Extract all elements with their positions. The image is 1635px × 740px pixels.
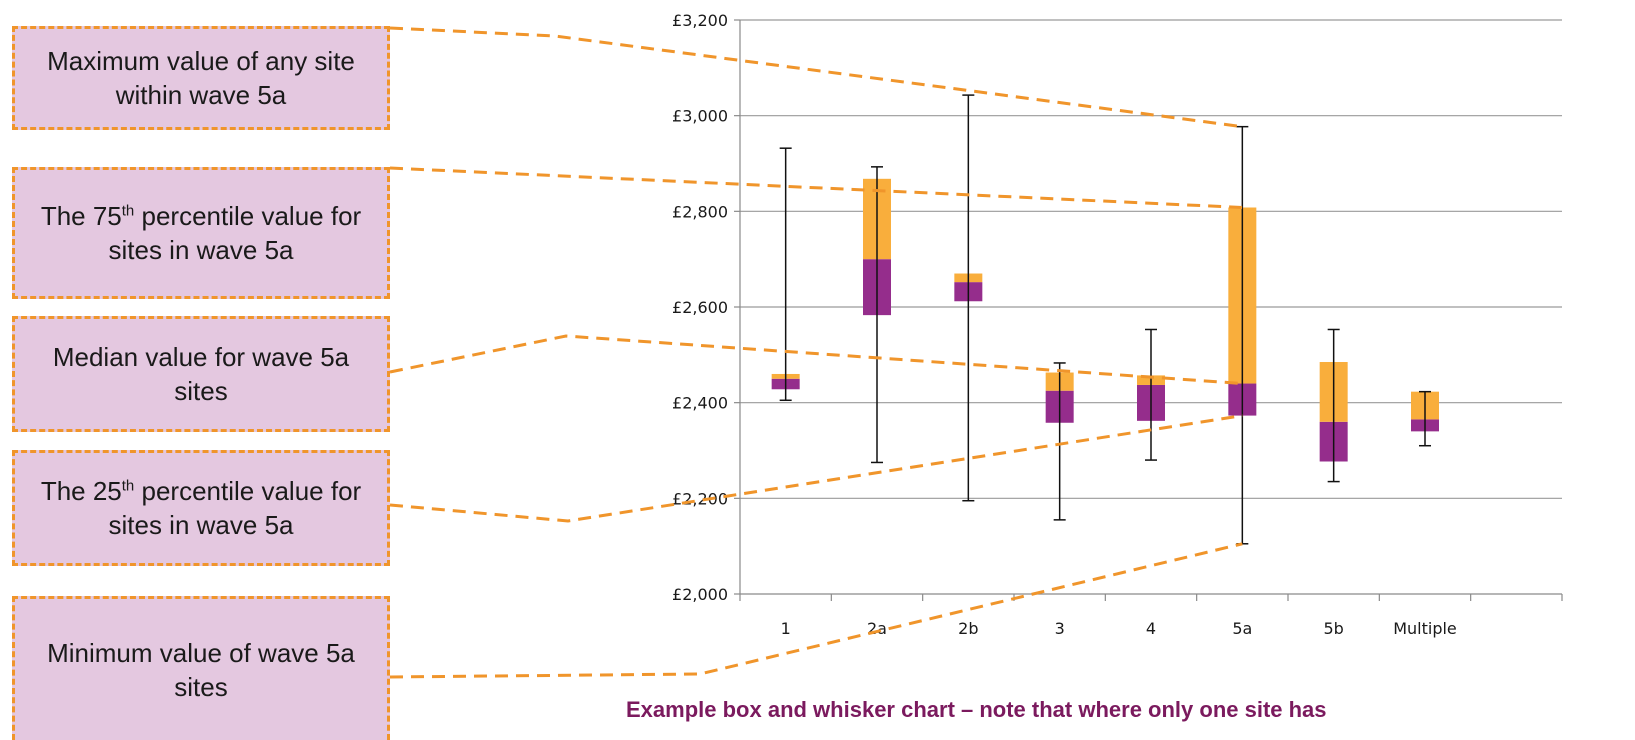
leader-line-median <box>389 334 1243 386</box>
callout-minimum-text: Minimum value of wave 5a sites <box>47 637 355 702</box>
x-tick-label: 2a <box>867 619 887 638</box>
callout-maximum: Maximum value of any site within wave 5a <box>12 26 390 130</box>
y-tick-label: £2,200 <box>672 489 728 508</box>
x-tick-label: 5a <box>1232 619 1252 638</box>
x-tick-label: Multiple <box>1393 619 1457 638</box>
leader-line-75th-percentile <box>389 166 1243 210</box>
callout-25th-percentile-text: The 25th percentile value for sites in w… <box>29 474 373 542</box>
callout-25th-pre: The 25 <box>40 476 122 506</box>
callout-25th-sup: th <box>121 477 135 495</box>
leader-line-maximum <box>389 26 1243 129</box>
y-tick-label: £2,600 <box>672 298 728 317</box>
callout-median-text: Median value for wave 5a sites <box>52 342 350 406</box>
callout-25th-post: percentile value for sites in wave 5a <box>108 476 362 540</box>
callout-75th-post: percentile value for sites in wave 5a <box>108 201 362 265</box>
x-tick-label: 4 <box>1146 619 1156 638</box>
y-tick-label: £2,400 <box>672 394 728 413</box>
x-tick-label: 1 <box>781 619 791 638</box>
leader-line-minimum <box>389 542 1243 679</box>
callout-75th-pre: The 75 <box>40 201 122 231</box>
callout-median: Median value for wave 5a sites <box>12 316 390 432</box>
callout-maximum-text: Maximum value of any site within wave 5a <box>47 46 355 110</box>
x-tick-label: 3 <box>1055 619 1065 638</box>
axes: £2,000 £2,200 £2,400 £2,600 £2,800 £3,000 £3,2… <box>672 11 1563 638</box>
boxes <box>771 178 1439 462</box>
y-tick-label: £2,800 <box>672 202 728 221</box>
x-tick-label: 2b <box>958 619 978 638</box>
callout-leader-lines <box>389 26 1243 679</box>
callout-75th-percentile: The 75th percentile value for sites in w… <box>12 167 390 299</box>
callout-75th-sup: th <box>121 202 135 220</box>
callout-75th-percentile-text: The 75th percentile value for sites in w… <box>29 199 373 267</box>
chart-caption: Example box and whisker chart – note tha… <box>626 697 1327 722</box>
y-tick-label: £3,000 <box>672 107 728 126</box>
whiskers <box>779 94 1431 545</box>
callout-minimum: Minimum value of wave 5a sites <box>12 596 390 740</box>
x-tick-label: 5b <box>1323 619 1343 638</box>
leader-line-25th-percentile <box>389 414 1243 523</box>
y-tick-label: £3,200 <box>672 11 728 30</box>
y-tick-label: £2,000 <box>672 585 728 604</box>
callout-25th-percentile: The 25th percentile value for sites in w… <box>12 450 390 566</box>
